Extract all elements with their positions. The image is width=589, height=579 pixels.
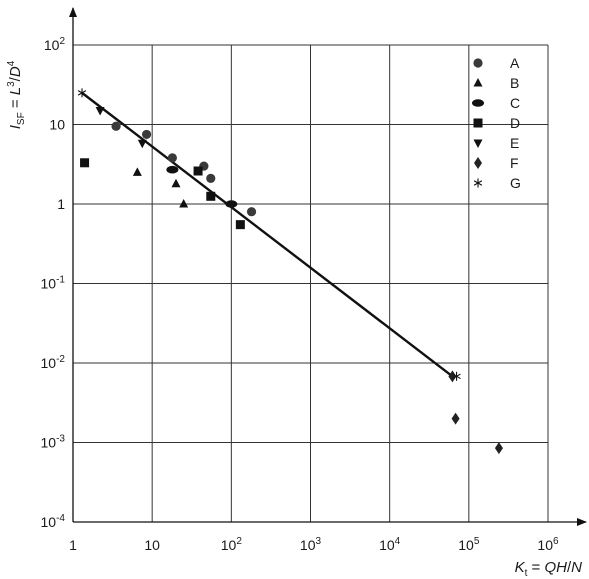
data-point-a — [206, 173, 216, 183]
y-tick-label: 10-1 — [41, 275, 66, 292]
legend-label-b: B — [510, 75, 519, 91]
x-axis-label: Kt = QH/N — [515, 559, 583, 579]
data-point-a — [246, 207, 257, 217]
legend-label-g: G — [510, 175, 521, 191]
legend-label-e: E — [510, 135, 519, 151]
legend-label-f: F — [510, 155, 519, 171]
data-point-g — [77, 88, 87, 98]
data-points — [77, 88, 503, 455]
data-point-a — [141, 129, 152, 140]
legend-label-c: C — [510, 95, 520, 111]
tick-labels: 1 10 102 103 104 105 106 10-4 10-3 10-2 10-1 1 10 102 — [41, 36, 559, 553]
x-tick-label: 104 — [379, 536, 401, 553]
data-point-b — [171, 178, 181, 188]
data-point-g — [452, 371, 461, 381]
y-tick-label: 102 — [44, 36, 66, 53]
data-point-f — [451, 412, 460, 425]
x-tick-label: 10 — [144, 537, 160, 553]
y-axis-label: ISF = L3/D4 — [6, 60, 27, 129]
data-point-b — [132, 167, 142, 176]
legend-marker-e — [473, 139, 483, 148]
legend-marker-b — [473, 78, 483, 87]
data-point-c — [166, 165, 179, 174]
gridlines — [73, 44, 549, 522]
data-point-f — [494, 442, 503, 455]
x-tick-label: 106 — [537, 536, 559, 553]
fit-line-group — [81, 91, 454, 378]
data-point-b — [179, 199, 189, 208]
y-tick-label: 10-3 — [41, 434, 66, 451]
legend-marker-g — [473, 178, 483, 188]
data-point-a — [167, 153, 177, 163]
y-tick-label: 10-4 — [41, 513, 66, 530]
y-tick-label: 10-2 — [41, 354, 66, 371]
fit-line — [81, 91, 454, 378]
x-tick-label: 102 — [221, 536, 243, 553]
data-point-d — [206, 191, 216, 201]
data-point-f — [448, 370, 457, 383]
x-tick-label: 103 — [300, 536, 322, 553]
data-point-a — [111, 121, 121, 131]
y-tick-label: 10 — [49, 117, 65, 133]
legend-label-d: D — [510, 115, 520, 131]
legend-marker-c — [472, 99, 484, 107]
data-point-d — [80, 158, 90, 168]
data-point-d — [235, 220, 245, 230]
data-point-d — [193, 166, 203, 176]
data-point-e — [95, 107, 105, 116]
axes — [69, 7, 587, 526]
y-tick-label: 1 — [57, 196, 65, 212]
data-point-c — [225, 200, 238, 208]
data-point-e — [137, 139, 147, 149]
legend-marker-d — [473, 118, 483, 128]
x-tick-label: 105 — [458, 536, 480, 553]
legend-label-a: A — [510, 55, 520, 71]
legend-marker-f — [474, 157, 482, 169]
legend-marker-a — [473, 58, 483, 68]
x-tick-label: 1 — [69, 537, 77, 553]
